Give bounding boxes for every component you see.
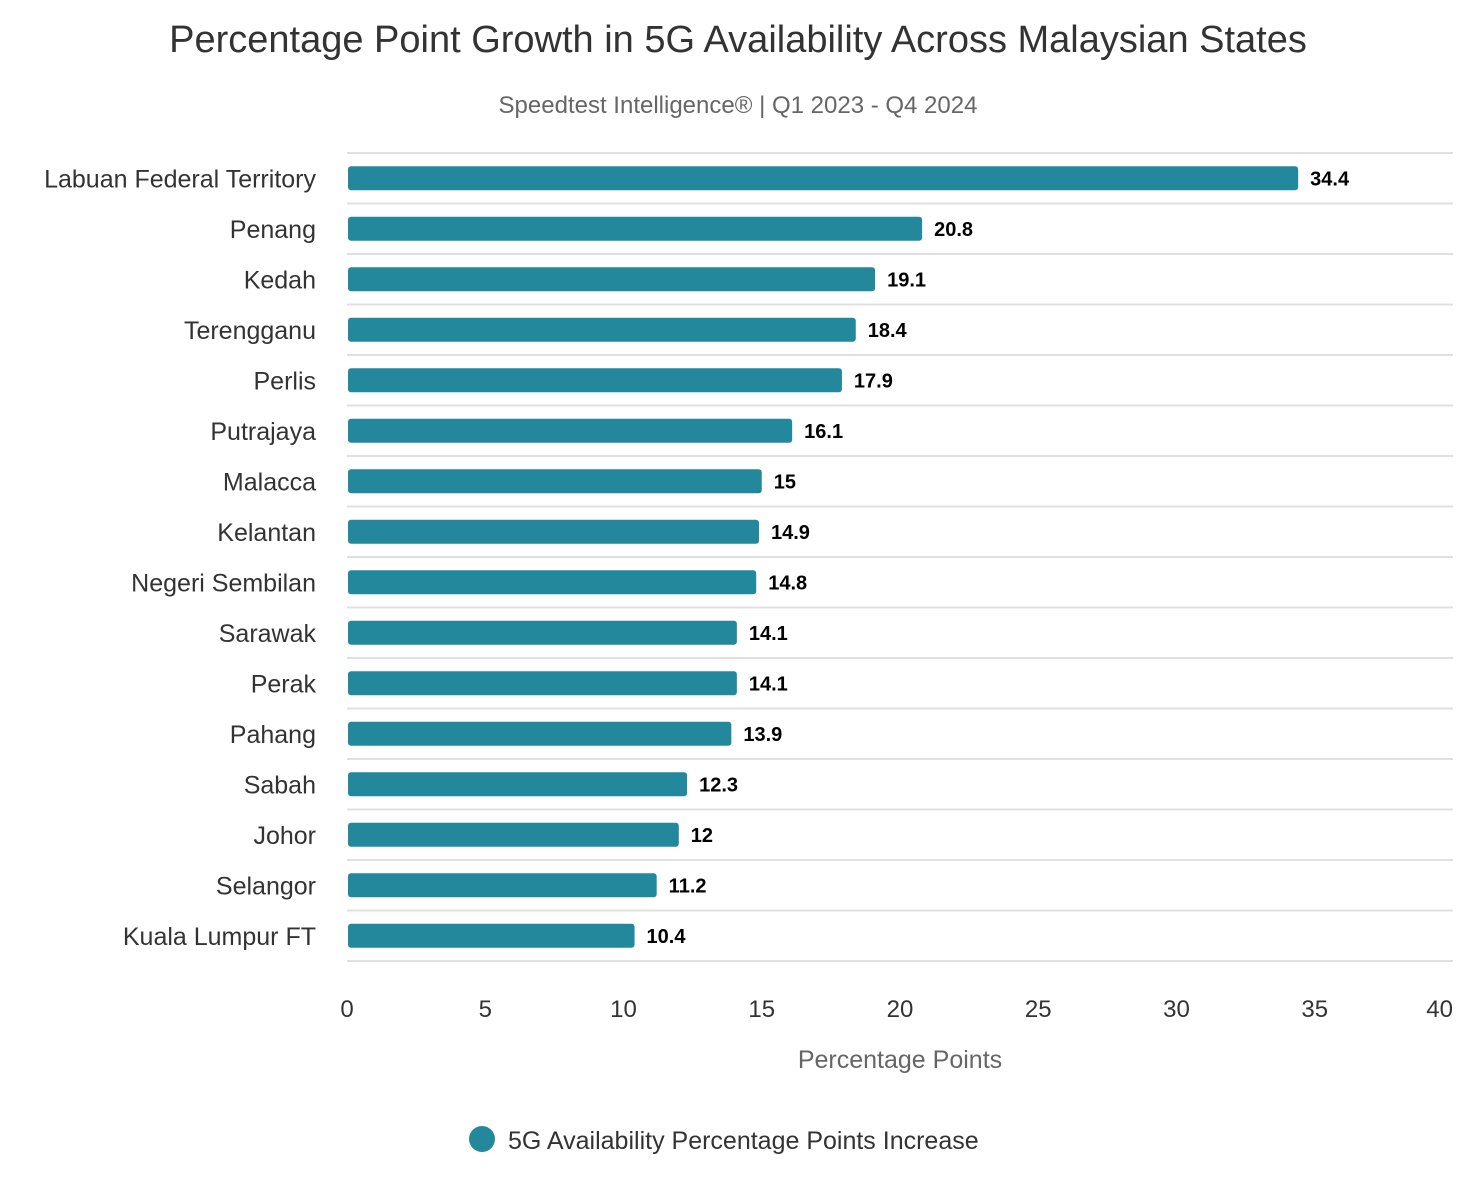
bar[interactable] (348, 671, 737, 696)
category-label: Kedah (244, 266, 316, 294)
data-label: 12 (691, 825, 713, 847)
data-label: 12.3 (699, 774, 738, 796)
chart-subtitle: Speedtest Intelligence® | Q1 2023 - Q4 2… (499, 92, 978, 119)
x-tick-label: 10 (610, 996, 637, 1023)
category-label: Selangor (216, 872, 316, 900)
data-label: 15 (774, 471, 796, 493)
category-label: Sabah (244, 771, 316, 799)
bar[interactable] (348, 923, 635, 948)
bar[interactable] (348, 267, 876, 292)
data-label: 20.8 (934, 219, 973, 241)
bar[interactable] (348, 166, 1299, 191)
x-tick-label: 0 (340, 996, 353, 1023)
data-label: 14.8 (768, 572, 807, 594)
data-label: 14.1 (749, 673, 788, 695)
category-label: Malacca (223, 468, 316, 496)
category-label: Putrajaya (210, 418, 316, 446)
data-label: 11.2 (669, 875, 707, 897)
category-label: Penang (230, 216, 316, 244)
data-label: 13.9 (743, 724, 782, 746)
category-label: Perak (251, 670, 317, 698)
bar[interactable] (348, 721, 732, 746)
bar[interactable] (348, 317, 856, 342)
data-label: 19.1 (887, 269, 926, 291)
x-tick-label: 20 (887, 996, 914, 1023)
category-label: Negeri Sembilan (131, 569, 316, 597)
legend-label: 5G Availability Percentage Points Increa… (508, 1127, 979, 1155)
x-tick-label: 35 (1301, 996, 1328, 1023)
category-label: Perlis (253, 367, 316, 395)
data-label: 18.4 (868, 320, 908, 342)
bar[interactable] (348, 519, 759, 544)
legend-marker (469, 1126, 495, 1152)
data-label: 14.9 (771, 522, 810, 544)
bar[interactable] (348, 620, 737, 645)
data-label: 34.4 (1310, 168, 1350, 190)
category-label: Terengganu (184, 317, 316, 345)
legend[interactable]: 5G Availability Percentage Points Increa… (469, 1126, 979, 1155)
data-label: 16.1 (804, 421, 843, 443)
category-label: Sarawak (219, 620, 317, 648)
category-label: Labuan Federal Territory (44, 165, 316, 193)
bar[interactable] (348, 216, 923, 241)
bar[interactable] (348, 418, 793, 443)
bar[interactable] (348, 368, 842, 393)
data-label: 14.1 (749, 623, 788, 645)
bar[interactable] (348, 873, 657, 898)
x-tick-label: 15 (748, 996, 775, 1023)
data-label: 10.4 (647, 926, 687, 948)
x-tick-label: 25 (1025, 996, 1052, 1023)
x-axis-label: Percentage Points (798, 1046, 1002, 1074)
x-tick-label: 30 (1163, 996, 1190, 1023)
category-label: Kelantan (217, 519, 316, 547)
x-tick-label: 5 (479, 996, 492, 1023)
bar[interactable] (348, 469, 762, 494)
bar[interactable] (348, 822, 679, 847)
bar[interactable] (348, 570, 757, 595)
bar[interactable] (348, 772, 688, 797)
data-label: 17.9 (854, 370, 893, 392)
category-label: Johor (253, 822, 316, 850)
category-label: Kuala Lumpur FT (123, 923, 316, 951)
chart-title: Percentage Point Growth in 5G Availabili… (169, 19, 1307, 61)
category-label: Pahang (230, 721, 316, 749)
x-tick-label: 40 (1426, 996, 1453, 1023)
